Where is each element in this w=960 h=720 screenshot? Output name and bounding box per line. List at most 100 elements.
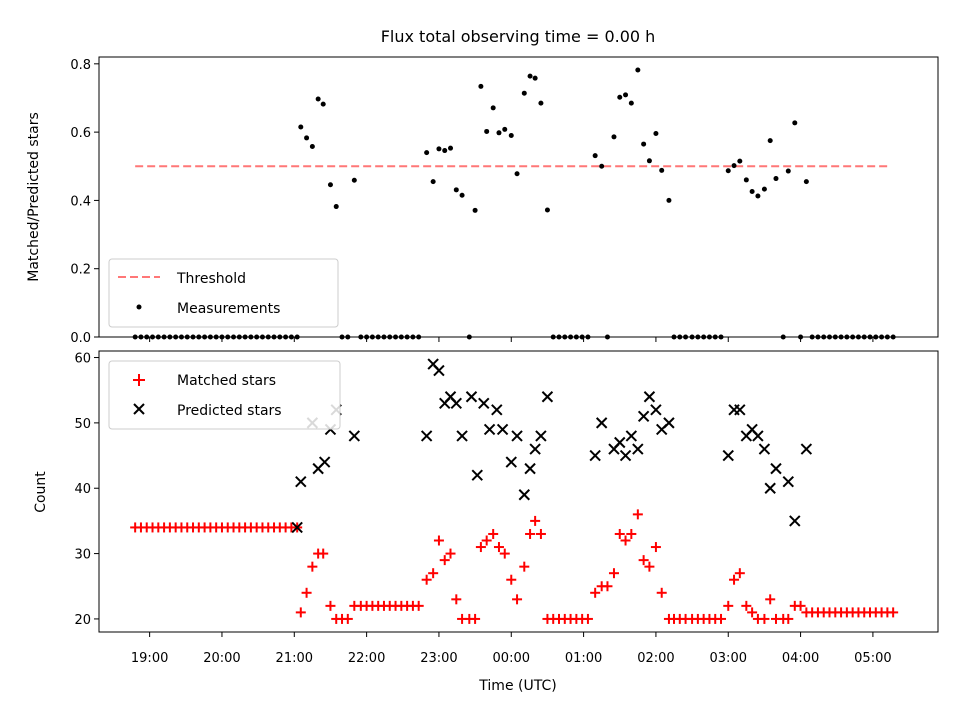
matched-star-point bbox=[499, 548, 510, 559]
measurement-point bbox=[646, 158, 652, 164]
matched-star-point bbox=[582, 613, 593, 624]
predicted-star-point bbox=[529, 443, 541, 455]
matched-star-point bbox=[741, 600, 752, 611]
legend-matched-label: Matched stars bbox=[177, 373, 276, 389]
measurement-point bbox=[502, 126, 508, 132]
measurement-point bbox=[761, 186, 767, 192]
x-tick-label: 04:00 bbox=[782, 651, 819, 666]
top-x-axis bbox=[149, 337, 874, 342]
y-tick-label: 50 bbox=[74, 417, 91, 432]
measurement-point bbox=[785, 168, 791, 174]
bottom-axes-frame bbox=[98, 350, 939, 633]
matched-star-point bbox=[421, 574, 432, 585]
x-tick-label: 20:00 bbox=[203, 651, 240, 666]
matched-star-point bbox=[656, 587, 667, 598]
measurement-point bbox=[472, 207, 478, 213]
measurement-point bbox=[442, 148, 448, 154]
matched-star-point bbox=[795, 600, 806, 611]
measurement-point bbox=[623, 92, 629, 98]
bottom-panel: 20 30 40 50 60 19:00 20:00 21:00 22:00 23:00 00:0… bbox=[33, 350, 939, 694]
matched-star-point bbox=[301, 587, 312, 598]
x-tick-label: 02:00 bbox=[637, 651, 674, 666]
matched-star-point bbox=[638, 555, 649, 566]
matched-star-point bbox=[747, 607, 758, 618]
predicted-star-point bbox=[291, 521, 303, 534]
measurement-point bbox=[731, 163, 737, 169]
matched-star-point bbox=[888, 607, 899, 618]
chart-title: Flux total observing time = 0.00 h bbox=[381, 27, 656, 46]
legend-predicted-swatch bbox=[133, 403, 145, 415]
predicted-star-point bbox=[541, 391, 554, 403]
predicted-star-point bbox=[782, 475, 794, 488]
predicted-star-point bbox=[632, 443, 644, 455]
bottom-y-axis-label: Count bbox=[33, 471, 49, 513]
top-y-axis: 0.0 0.2 0.4 0.6 0.8 bbox=[70, 58, 99, 346]
measurement-point bbox=[298, 124, 304, 130]
predicted-star-point bbox=[465, 391, 478, 403]
matched-star-point bbox=[525, 528, 536, 539]
top-legend: Threshold Measurements bbox=[108, 258, 339, 328]
measurement-point bbox=[448, 145, 454, 151]
measurement-point bbox=[459, 192, 465, 198]
predicted-star-point bbox=[450, 397, 463, 409]
measurement-point bbox=[737, 158, 743, 164]
measurement-point bbox=[514, 171, 520, 177]
measurement-point bbox=[527, 73, 533, 79]
matched-star-point bbox=[530, 515, 541, 526]
measurement-point bbox=[544, 207, 550, 213]
matched-star-point bbox=[632, 509, 643, 520]
matched-star-point bbox=[512, 594, 523, 605]
predicted-star-point bbox=[589, 449, 601, 462]
matched-star-point bbox=[723, 600, 734, 611]
y-tick-label: 0.2 bbox=[70, 263, 91, 278]
predicted-star-point bbox=[722, 449, 734, 462]
x-tick-label: 03:00 bbox=[710, 651, 747, 666]
predicted-star-point bbox=[614, 436, 626, 449]
measurement-point bbox=[641, 141, 647, 147]
matched-star-point bbox=[433, 535, 444, 546]
predicted-star-point bbox=[770, 462, 782, 475]
predicted-star-point bbox=[491, 404, 503, 416]
matched-star-point bbox=[342, 613, 353, 624]
predicted-star-point bbox=[637, 410, 650, 423]
y-tick-label: 0.0 bbox=[70, 331, 91, 346]
measurement-point bbox=[320, 101, 326, 107]
top-legend-box bbox=[108, 258, 339, 328]
measurement-point bbox=[496, 130, 502, 136]
predicted-star-point bbox=[752, 430, 764, 442]
predicted-star-point bbox=[456, 430, 468, 442]
predicted-star-point bbox=[663, 417, 675, 429]
matched-star-point bbox=[519, 561, 530, 572]
predicted-star-point bbox=[496, 423, 509, 436]
measurement-point bbox=[521, 90, 527, 96]
measurement-point bbox=[666, 197, 672, 203]
y-tick-label: 30 bbox=[74, 548, 91, 563]
measurement-point bbox=[599, 163, 605, 169]
measurement-point bbox=[773, 176, 779, 182]
legend-threshold-label: Threshold bbox=[176, 271, 246, 287]
predicted-star-point bbox=[420, 430, 433, 442]
top-panel: 0.00.20.40.60.8 Matched/Predicted stars … bbox=[26, 56, 939, 346]
measurement-point bbox=[792, 120, 798, 126]
y-tick-label: 60 bbox=[74, 352, 91, 367]
predicted-star-point bbox=[643, 391, 656, 403]
predicted-star-point bbox=[318, 456, 331, 468]
matched-star-point bbox=[439, 555, 450, 566]
measurement-point bbox=[490, 105, 496, 111]
x-tick-label: 19:00 bbox=[131, 651, 168, 666]
matched-star-point bbox=[445, 548, 456, 559]
bottom-plot-area bbox=[130, 358, 899, 624]
matched-star-point bbox=[765, 594, 776, 605]
matched-star-point bbox=[626, 528, 637, 539]
predicted-star-point bbox=[800, 443, 813, 455]
matched-star-point bbox=[783, 613, 794, 624]
predicted-star-point bbox=[595, 417, 608, 429]
matched-star-point bbox=[734, 568, 745, 579]
measurement-point bbox=[532, 75, 538, 81]
matched-star-point bbox=[413, 600, 424, 611]
x-tick-label: 21:00 bbox=[276, 651, 313, 666]
matched-star-point bbox=[451, 594, 462, 605]
predicted-star-point bbox=[789, 515, 801, 527]
measurement-point bbox=[611, 134, 617, 140]
bottom-legend-box bbox=[108, 360, 341, 430]
